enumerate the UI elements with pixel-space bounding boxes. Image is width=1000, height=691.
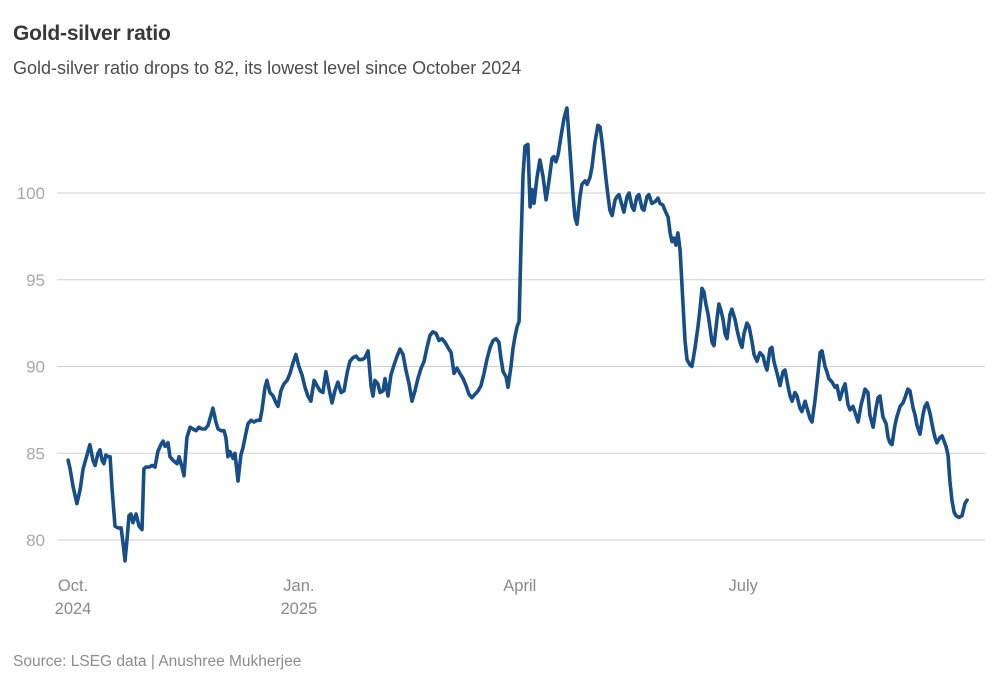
ratio-line-series	[66, 106, 969, 563]
chart-title: Gold-silver ratio	[13, 22, 171, 45]
y-axis-tick-label: 85	[26, 444, 45, 463]
x-axis-tick-label: Jan.	[283, 577, 314, 595]
y-axis-tick-label: 100	[17, 184, 45, 203]
x-axis-tick-label: Oct.	[58, 577, 88, 595]
y-axis-tick-label: 90	[26, 358, 45, 377]
y-axis-tick-label: 95	[26, 271, 45, 290]
source-credit: Source: LSEG data | Anushree Mukherjee	[13, 653, 302, 670]
x-axis-tick-label-year: 2024	[55, 600, 92, 618]
x-axis-tick-label: July	[729, 577, 759, 595]
y-axis-tick-label: 80	[26, 531, 45, 550]
chart-subtitle: Gold-silver ratio drops to 82, its lowes…	[13, 58, 522, 78]
x-axis-tick-label: April	[503, 577, 536, 595]
x-axis-tick-label-year: 2025	[281, 600, 318, 618]
